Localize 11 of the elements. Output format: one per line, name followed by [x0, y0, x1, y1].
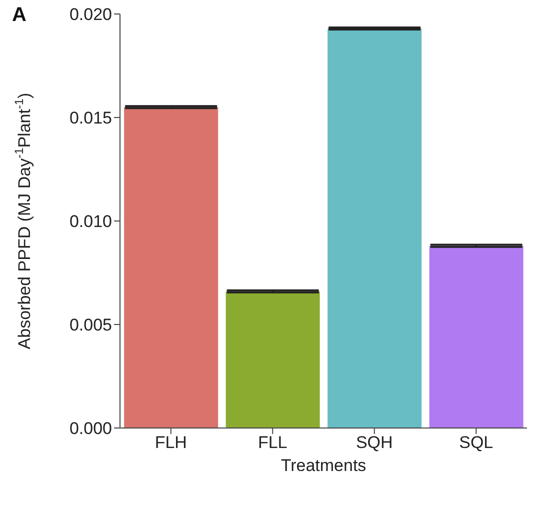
y-tick-label: 0.000 — [69, 419, 112, 438]
y-tick-label: 0.010 — [69, 212, 112, 232]
y-tick-label: 0.020 — [69, 5, 112, 24]
x-tick-label: FLH — [154, 433, 187, 452]
x-tick-label: FLL — [258, 433, 288, 452]
text: A — [12, 4, 26, 27]
y-tick-label: 0.005 — [69, 316, 112, 335]
x-tick-label: SQL — [459, 433, 494, 452]
x-tick-label: SQH — [356, 433, 393, 452]
x-axis-title: Treatments — [280, 456, 366, 475]
y-tick-label: 0.015 — [69, 108, 112, 128]
